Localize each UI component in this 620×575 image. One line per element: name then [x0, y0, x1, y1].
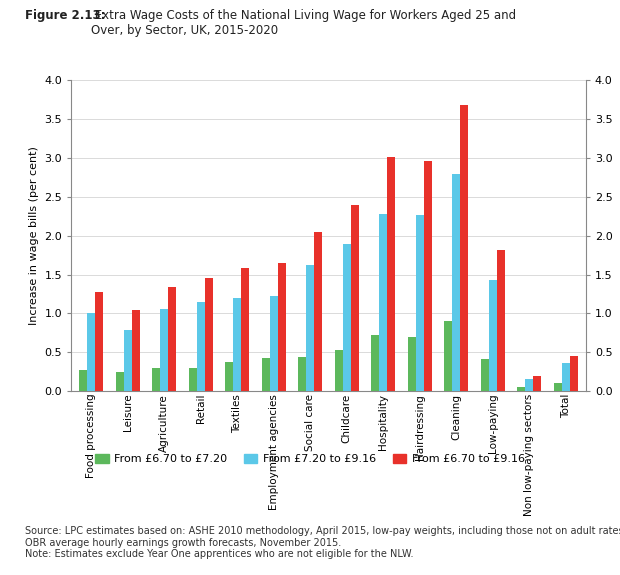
Bar — [497, 250, 505, 391]
Bar — [562, 363, 570, 391]
Bar — [489, 280, 497, 391]
Bar — [388, 158, 396, 391]
Bar — [79, 370, 87, 391]
Bar — [233, 298, 241, 391]
Legend: From £6.70 to £7.20, From £7.20 to £9.16, From £6.70 to £9.16: From £6.70 to £7.20, From £7.20 to £9.16… — [91, 450, 529, 469]
Text: Extra Wage Costs of the National Living Wage for Workers Aged 25 and
Over, by Se: Extra Wage Costs of the National Living … — [91, 9, 516, 37]
Bar — [371, 335, 379, 391]
Bar — [408, 336, 416, 391]
Bar — [343, 244, 351, 391]
Bar — [351, 205, 359, 391]
Bar — [335, 350, 343, 391]
Text: Note: Estimates exclude Year One apprentices who are not eligible for the NLW.: Note: Estimates exclude Year One apprent… — [25, 549, 414, 559]
Bar — [124, 329, 132, 391]
Bar — [298, 357, 306, 391]
Bar — [525, 380, 533, 391]
Bar — [554, 383, 562, 391]
Bar — [241, 267, 249, 391]
Bar — [533, 376, 541, 391]
Bar — [169, 287, 177, 391]
Bar — [270, 296, 278, 391]
Bar — [161, 309, 169, 391]
Bar — [314, 232, 322, 391]
Bar — [262, 358, 270, 391]
Bar — [205, 278, 213, 391]
Bar — [461, 105, 468, 391]
Bar — [197, 302, 205, 391]
Bar — [306, 265, 314, 391]
Bar — [445, 321, 453, 391]
Bar — [416, 215, 424, 391]
Text: OBR average hourly earnings growth forecasts, November 2015.: OBR average hourly earnings growth forec… — [25, 538, 341, 547]
Text: Source: LPC estimates based on: ASHE 2010 methodology, April 2015, low-pay weigh: Source: LPC estimates based on: ASHE 201… — [25, 526, 620, 536]
Bar — [278, 263, 286, 391]
Bar — [225, 362, 233, 391]
Bar — [424, 161, 432, 391]
Bar — [570, 356, 578, 391]
Bar — [379, 214, 388, 391]
Bar — [153, 368, 161, 391]
Bar — [453, 174, 461, 391]
Bar — [480, 359, 489, 391]
Bar — [87, 313, 95, 391]
Bar — [95, 292, 104, 391]
Bar — [116, 373, 124, 391]
Bar — [132, 310, 140, 391]
Text: Figure 2.13:: Figure 2.13: — [25, 9, 105, 22]
Y-axis label: Increase in wage bills (per cent): Increase in wage bills (per cent) — [29, 146, 39, 325]
Bar — [189, 368, 197, 391]
Bar — [517, 387, 525, 391]
